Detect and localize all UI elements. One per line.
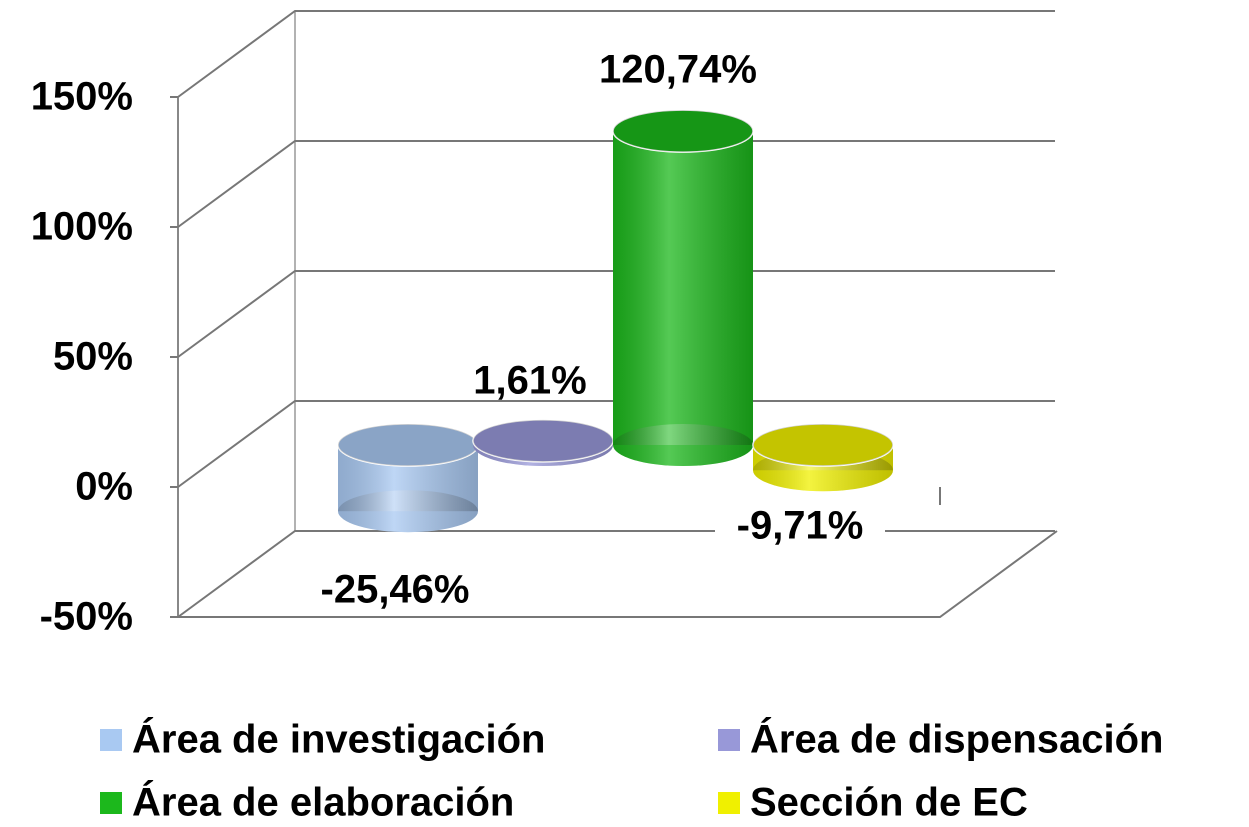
bar-bottom-shade: [338, 490, 478, 533]
data-label: 120,74%: [599, 48, 757, 92]
y-tick-label: 100%: [31, 205, 133, 249]
grid-line: [177, 400, 1055, 488]
grid-line: [177, 530, 1055, 618]
bar-top-shade: [613, 110, 753, 153]
bar-top-shade: [338, 424, 478, 466]
legend-label: Área de dispensación: [750, 717, 1163, 762]
label-bg: [715, 504, 885, 552]
y-tick-label: 50%: [53, 335, 133, 379]
legend-swatch: [100, 792, 122, 814]
grid-line: [177, 140, 1055, 228]
data-label: 1,61%: [473, 359, 586, 403]
y-tick-label: 0%: [75, 465, 133, 509]
bar-shade: [613, 131, 753, 446]
bar-top-shade: [753, 424, 893, 466]
floor-edge: [178, 530, 1058, 618]
y-tick-label: 150%: [31, 75, 133, 119]
bar-bottom-shade: [613, 424, 753, 466]
legend-label: Área de investigación: [132, 717, 545, 762]
legend-label: Sección de EC: [750, 781, 1028, 825]
bar-top-shade: [473, 419, 613, 462]
legend-swatch: [718, 792, 740, 814]
bar: [472, 419, 614, 466]
legend-swatch: [100, 729, 122, 751]
bar: [612, 109, 754, 466]
data-label: -9,71%: [737, 504, 864, 548]
bar: [752, 423, 894, 492]
bar-top: [752, 423, 894, 467]
y-tick-label: -50%: [40, 595, 133, 639]
data-label: -25,46%: [321, 568, 470, 612]
legend-label: Área de elaboración: [132, 780, 514, 825]
legend-swatch: [718, 729, 740, 751]
bar-top: [612, 109, 754, 153]
grid-line: [177, 270, 1055, 358]
grid-line: [177, 10, 1055, 98]
bar: [337, 423, 479, 533]
